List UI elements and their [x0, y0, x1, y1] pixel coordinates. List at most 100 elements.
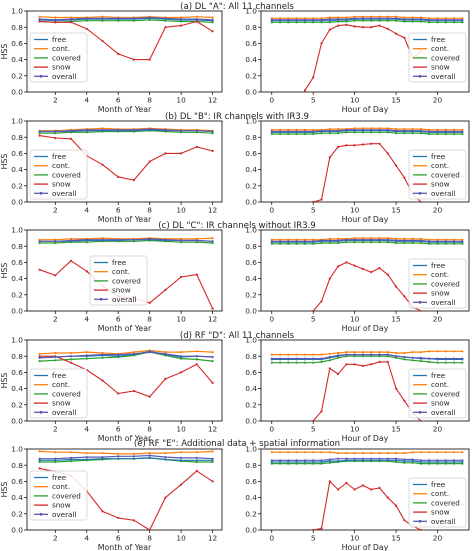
point-covered	[211, 460, 214, 464]
point-overall	[117, 238, 120, 241]
subplot-b-month: 0.0 0.2 0.4 0.6 0.8 1.0 2 4 6 8 10 12 Month of Year H…	[0, 117, 223, 224]
xtick-label: 15	[391, 315, 401, 324]
point-free	[312, 460, 315, 464]
point-covered	[211, 132, 214, 135]
point-covered	[428, 360, 431, 363]
point-snow	[337, 488, 340, 491]
point-cont	[428, 350, 431, 353]
point-cont	[38, 15, 41, 18]
point-covered	[361, 19, 364, 22]
xtick-label: 12	[208, 534, 217, 543]
point-cont	[328, 237, 331, 240]
legend-label: overall	[431, 298, 455, 307]
series-line-cont	[39, 16, 213, 19]
point-overall	[428, 130, 431, 133]
point-cont	[54, 238, 57, 241]
point-covered	[370, 131, 373, 134]
point-free	[411, 460, 414, 463]
series-line-covered	[271, 20, 463, 23]
point-cont	[54, 351, 57, 355]
xtick-label: 2	[53, 206, 58, 215]
point-overall	[345, 457, 348, 460]
point-snow	[361, 364, 364, 367]
point-covered	[337, 20, 340, 23]
point-overall	[320, 18, 323, 21]
point-covered	[444, 361, 447, 364]
point-cont	[38, 352, 41, 355]
point-overall	[353, 457, 356, 460]
point-covered	[303, 361, 306, 364]
point-overall	[38, 130, 41, 133]
point-overall	[69, 355, 73, 358]
point-cont	[444, 350, 447, 353]
legend-marker	[99, 297, 103, 301]
point-snow	[312, 419, 315, 421]
xtick-label: 8	[147, 96, 152, 105]
subplot-c-hour: 0.0 0.2 0.4 0.6 0.8 1.0 0 5 10 15 20 Hour of Day fre…	[245, 226, 470, 333]
point-cont	[69, 16, 73, 19]
xtick-label: 6	[116, 315, 121, 324]
point-overall	[419, 356, 422, 359]
xtick-label: 0	[269, 534, 274, 543]
point-free	[395, 459, 398, 462]
point-cont	[303, 353, 306, 356]
point-snow	[312, 200, 315, 202]
xtick-label: 8	[147, 206, 152, 215]
point-cont	[295, 17, 298, 20]
legend-box	[89, 255, 148, 306]
point-cont	[345, 16, 348, 19]
legend-label: free	[52, 35, 67, 44]
ytick-label: 0.0	[11, 526, 23, 535]
point-snow	[337, 24, 340, 27]
point-covered	[295, 132, 298, 136]
legend-label: snow	[431, 63, 450, 72]
series-group	[270, 237, 464, 311]
point-snow	[403, 295, 406, 298]
point-cont	[303, 451, 306, 454]
panel-title-d-text: (d) RF "D": All 11 channels	[180, 331, 295, 341]
point-overall	[211, 355, 214, 359]
legend-box	[408, 149, 467, 200]
point-overall	[444, 459, 447, 462]
point-cont	[353, 351, 356, 354]
point-covered	[287, 242, 290, 245]
point-covered	[419, 132, 422, 135]
point-overall	[370, 17, 373, 20]
series-line-overall	[39, 238, 213, 242]
point-overall	[148, 16, 151, 19]
ytick-label: 1.0	[11, 7, 23, 16]
point-overall	[428, 18, 431, 21]
ytick-label: 0.8	[245, 133, 257, 142]
point-covered	[279, 462, 282, 465]
point-overall	[361, 457, 364, 460]
point-overall	[303, 18, 306, 21]
point-snow	[101, 510, 104, 513]
point-overall	[444, 357, 447, 360]
point-snow	[378, 486, 381, 489]
point-covered	[345, 355, 348, 358]
ytick-label: 0.0	[245, 307, 257, 316]
point-free	[148, 456, 151, 459]
point-snow	[164, 152, 167, 155]
point-cont	[38, 238, 41, 241]
xtick-label: 2	[53, 96, 58, 105]
point-free	[85, 458, 88, 461]
point-overall	[436, 18, 439, 21]
point-cont	[69, 237, 73, 240]
point-cont	[419, 16, 422, 19]
point-cont	[361, 351, 364, 354]
point-overall	[328, 458, 331, 461]
ytick-label: 0.6	[11, 258, 23, 267]
ytick-label: 1.0	[245, 117, 257, 126]
legend-label: covered	[52, 53, 81, 62]
point-overall	[211, 130, 214, 133]
point-covered	[411, 132, 414, 135]
panel-title-c: (c) DL "C": IR channels without IR3.9	[158, 221, 316, 231]
point-snow	[328, 367, 331, 370]
point-covered	[370, 241, 373, 244]
point-cont	[403, 16, 406, 19]
point-free	[279, 460, 282, 464]
point-cont	[69, 351, 73, 355]
point-cont	[337, 237, 340, 240]
legend-label: free	[52, 371, 67, 380]
